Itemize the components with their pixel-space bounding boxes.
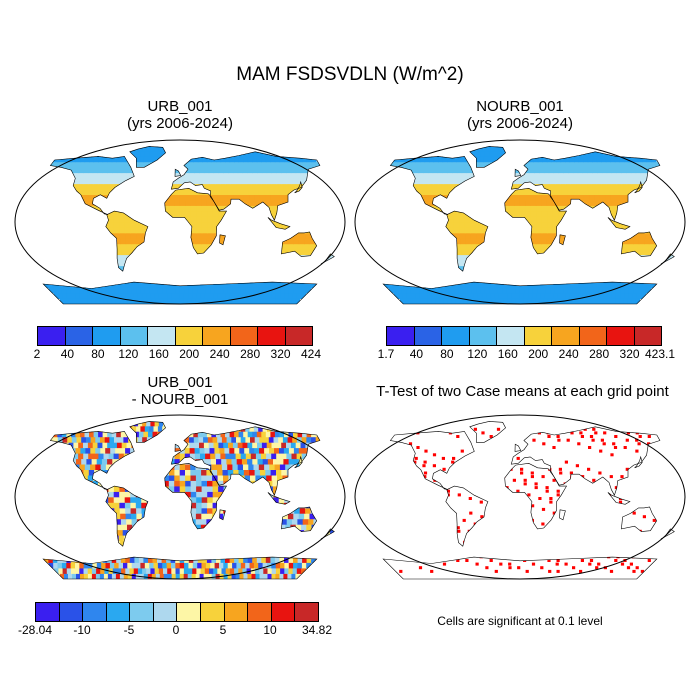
colorbar-tick-label: 280 [589, 347, 609, 361]
colorbar-tick-label: 120 [467, 347, 487, 361]
colorbar-box [154, 603, 178, 621]
colorbar-tick-label: 10 [263, 623, 276, 637]
colorbar-box [201, 603, 225, 621]
colorbar-tick-label: 280 [240, 347, 260, 361]
colorbar-box [107, 603, 131, 621]
colorbar-tick-label: 320 [620, 347, 640, 361]
colorbar-box [442, 327, 470, 345]
colorbar-tick-label: 200 [179, 347, 199, 361]
colorbar-box [272, 603, 296, 621]
colorbar-diff [35, 602, 319, 622]
colorbar-box [93, 327, 121, 345]
colorbar-box [258, 327, 286, 345]
colorbar-box [525, 327, 553, 345]
figure-title: MAM FSDSVDLN (W/m^2) [0, 64, 700, 86]
colorbar-box [248, 603, 272, 621]
colorbar-box [176, 327, 204, 345]
map-ttest [348, 408, 692, 586]
colorbar-box [607, 327, 635, 345]
colorbar-box [130, 603, 154, 621]
colorbar-tick-label: 40 [410, 347, 423, 361]
colorbar-tick-label: 34.82 [302, 623, 332, 637]
panel-title-line2: - NOURB_001 [30, 391, 330, 408]
colorbar-tick-label: 0 [173, 623, 180, 637]
panel-title-line2: (yrs 2006-2024) [30, 115, 330, 132]
panel-title-ttest: T-Test of two Case means at each grid po… [355, 383, 690, 400]
colorbar-tick-label: 40 [61, 347, 74, 361]
colorbar-tick-label: 2 [34, 347, 41, 361]
colorbar-tick-label: 320 [271, 347, 291, 361]
map-nourb [348, 133, 692, 311]
colorbar-box [121, 327, 149, 345]
panel-title-line1: T-Test of two Case means at each grid po… [355, 383, 690, 400]
colorbar-box [295, 603, 318, 621]
colorbar-box [36, 603, 60, 621]
colorbar-tick-label: 423.1 [645, 347, 675, 361]
colorbar-nourb [386, 326, 662, 346]
colorbar-tick-label: 5 [220, 623, 227, 637]
panel-title-nourb: NOURB_001 (yrs 2006-2024) [370, 98, 670, 132]
colorbar-tick-label: 424 [301, 347, 321, 361]
colorbar-box [552, 327, 580, 345]
colorbar-box [177, 603, 201, 621]
panel-title-diff: URB_001 - NOURB_001 [30, 374, 330, 408]
colorbar-tick-label: 80 [91, 347, 104, 361]
colorbar-tick-label: 160 [498, 347, 518, 361]
map-diff [8, 408, 352, 586]
colorbar-box [38, 327, 66, 345]
colorbar-tick-label: 200 [528, 347, 548, 361]
colorbar-box [415, 327, 443, 345]
colorbar-urb [37, 326, 313, 346]
colorbar-tick-label: -28.04 [18, 623, 52, 637]
colorbar-box [387, 327, 415, 345]
colorbar-tick-label: 240 [210, 347, 230, 361]
panel-title-urb: URB_001 (yrs 2006-2024) [30, 98, 330, 132]
colorbar-box [580, 327, 608, 345]
panel-title-line1: URB_001 [30, 98, 330, 115]
colorbar-tick-label: 120 [118, 347, 138, 361]
colorbar-box [203, 327, 231, 345]
panel-title-line1: URB_001 [30, 374, 330, 391]
colorbar-box [231, 327, 259, 345]
colorbar-urb-labels: 2 40 80 120 160 200 240 280 320 424 [37, 347, 311, 361]
colorbar-box [497, 327, 525, 345]
panel-title-line2: (yrs 2006-2024) [370, 115, 670, 132]
colorbar-box [635, 327, 662, 345]
colorbar-nourb-labels: 1.7 40 80 120 160 200 240 280 320 423.1 [386, 347, 660, 361]
colorbar-diff-labels: -28.04 -10 -5 0 5 10 34.82 [35, 623, 317, 637]
colorbar-box [66, 327, 94, 345]
colorbar-box [60, 603, 84, 621]
significance-note: Cells are significant at 0.1 level [380, 614, 660, 628]
colorbar-box [225, 603, 249, 621]
colorbar-tick-label: 80 [440, 347, 453, 361]
panel-title-line1: NOURB_001 [370, 98, 670, 115]
colorbar-tick-label: 1.7 [378, 347, 395, 361]
colorbar-box [470, 327, 498, 345]
colorbar-tick-label: 160 [149, 347, 169, 361]
colorbar-box [83, 603, 107, 621]
colorbar-tick-label: -10 [73, 623, 90, 637]
map-urb [8, 133, 352, 311]
colorbar-box [286, 327, 313, 345]
colorbar-tick-label: -5 [124, 623, 135, 637]
colorbar-tick-label: 240 [559, 347, 579, 361]
colorbar-box [148, 327, 176, 345]
